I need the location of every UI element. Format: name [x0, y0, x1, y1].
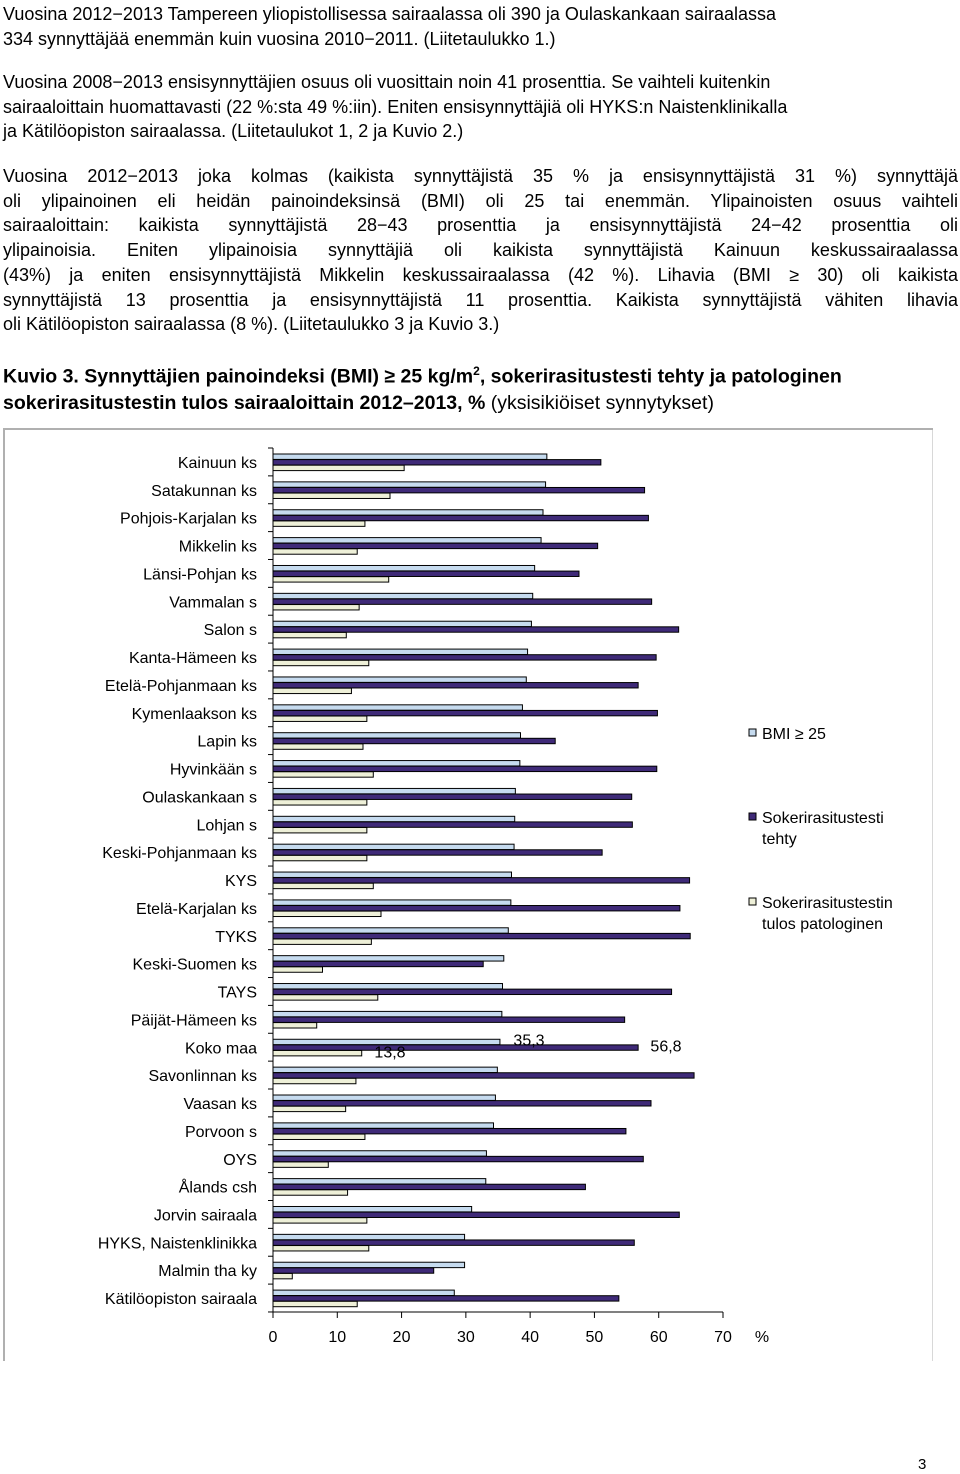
text-line: sairaaloittain huomattavasti (22 %:sta 4… — [3, 96, 788, 117]
text-line: Vuosina 2012−2013 Tampereen yliopistolli… — [3, 4, 776, 24]
page-number: 3 — [918, 1456, 927, 1473]
text-line: ja Kätilöopiston sairaalassa. (Liitetaul… — [3, 121, 464, 142]
paragraph-2: Vuosina 2008−2013 ensisynnyttäjien osuus… — [3, 70, 958, 144]
caption-title: Synnyttäjien painoindeksi (BMI) ≥ 25 kg/… — [78, 365, 474, 388]
caption-label: Kuvio 3. — [3, 365, 79, 388]
text-line: 334 synnyttäjää enemmän kuin vuosina 201… — [3, 28, 556, 49]
text-line: Vuosina 2008−2013 ensisynnyttäjien osuus… — [3, 72, 771, 92]
text-line: (43%) ja eniten ensisynnyttäjistä Mikkel… — [3, 264, 958, 285]
caption-title-line2: sokerirasitustestin tulos sairaaloittain… — [3, 391, 486, 414]
caption-subtitle: (yksisikiöiset synnytykset) — [485, 391, 714, 414]
text-line: oli ylipainoinen eli heidän painoindeksi… — [3, 190, 958, 211]
text-line: Vuosina 2012−2013 joka kolmas (kaikista … — [3, 166, 958, 186]
caption-superscript: 2 — [473, 364, 480, 378]
text-line: sairaaloittain: kaikista synnyttäjistä 2… — [3, 215, 958, 236]
paragraph-3: Vuosina 2012−2013 joka kolmas (kaikista … — [3, 164, 958, 337]
caption-title-rest: , sokerirasitustesti tehty ja patologine… — [479, 365, 842, 388]
text-line: synnyttäjistä 13 prosenttia ja ensisynny… — [3, 289, 958, 310]
figure-caption: Kuvio 3. Synnyttäjien painoindeksi (BMI)… — [3, 358, 958, 416]
text-line: ylipainoisia. Eniten ylipainoisia synnyt… — [3, 240, 958, 261]
paragraph-1: Vuosina 2012−2013 Tampereen yliopistolli… — [3, 2, 958, 51]
text-line: oli Kätilöopiston sairaalassa (8 %). (Li… — [3, 314, 500, 335]
chart-frame — [3, 428, 933, 1361]
